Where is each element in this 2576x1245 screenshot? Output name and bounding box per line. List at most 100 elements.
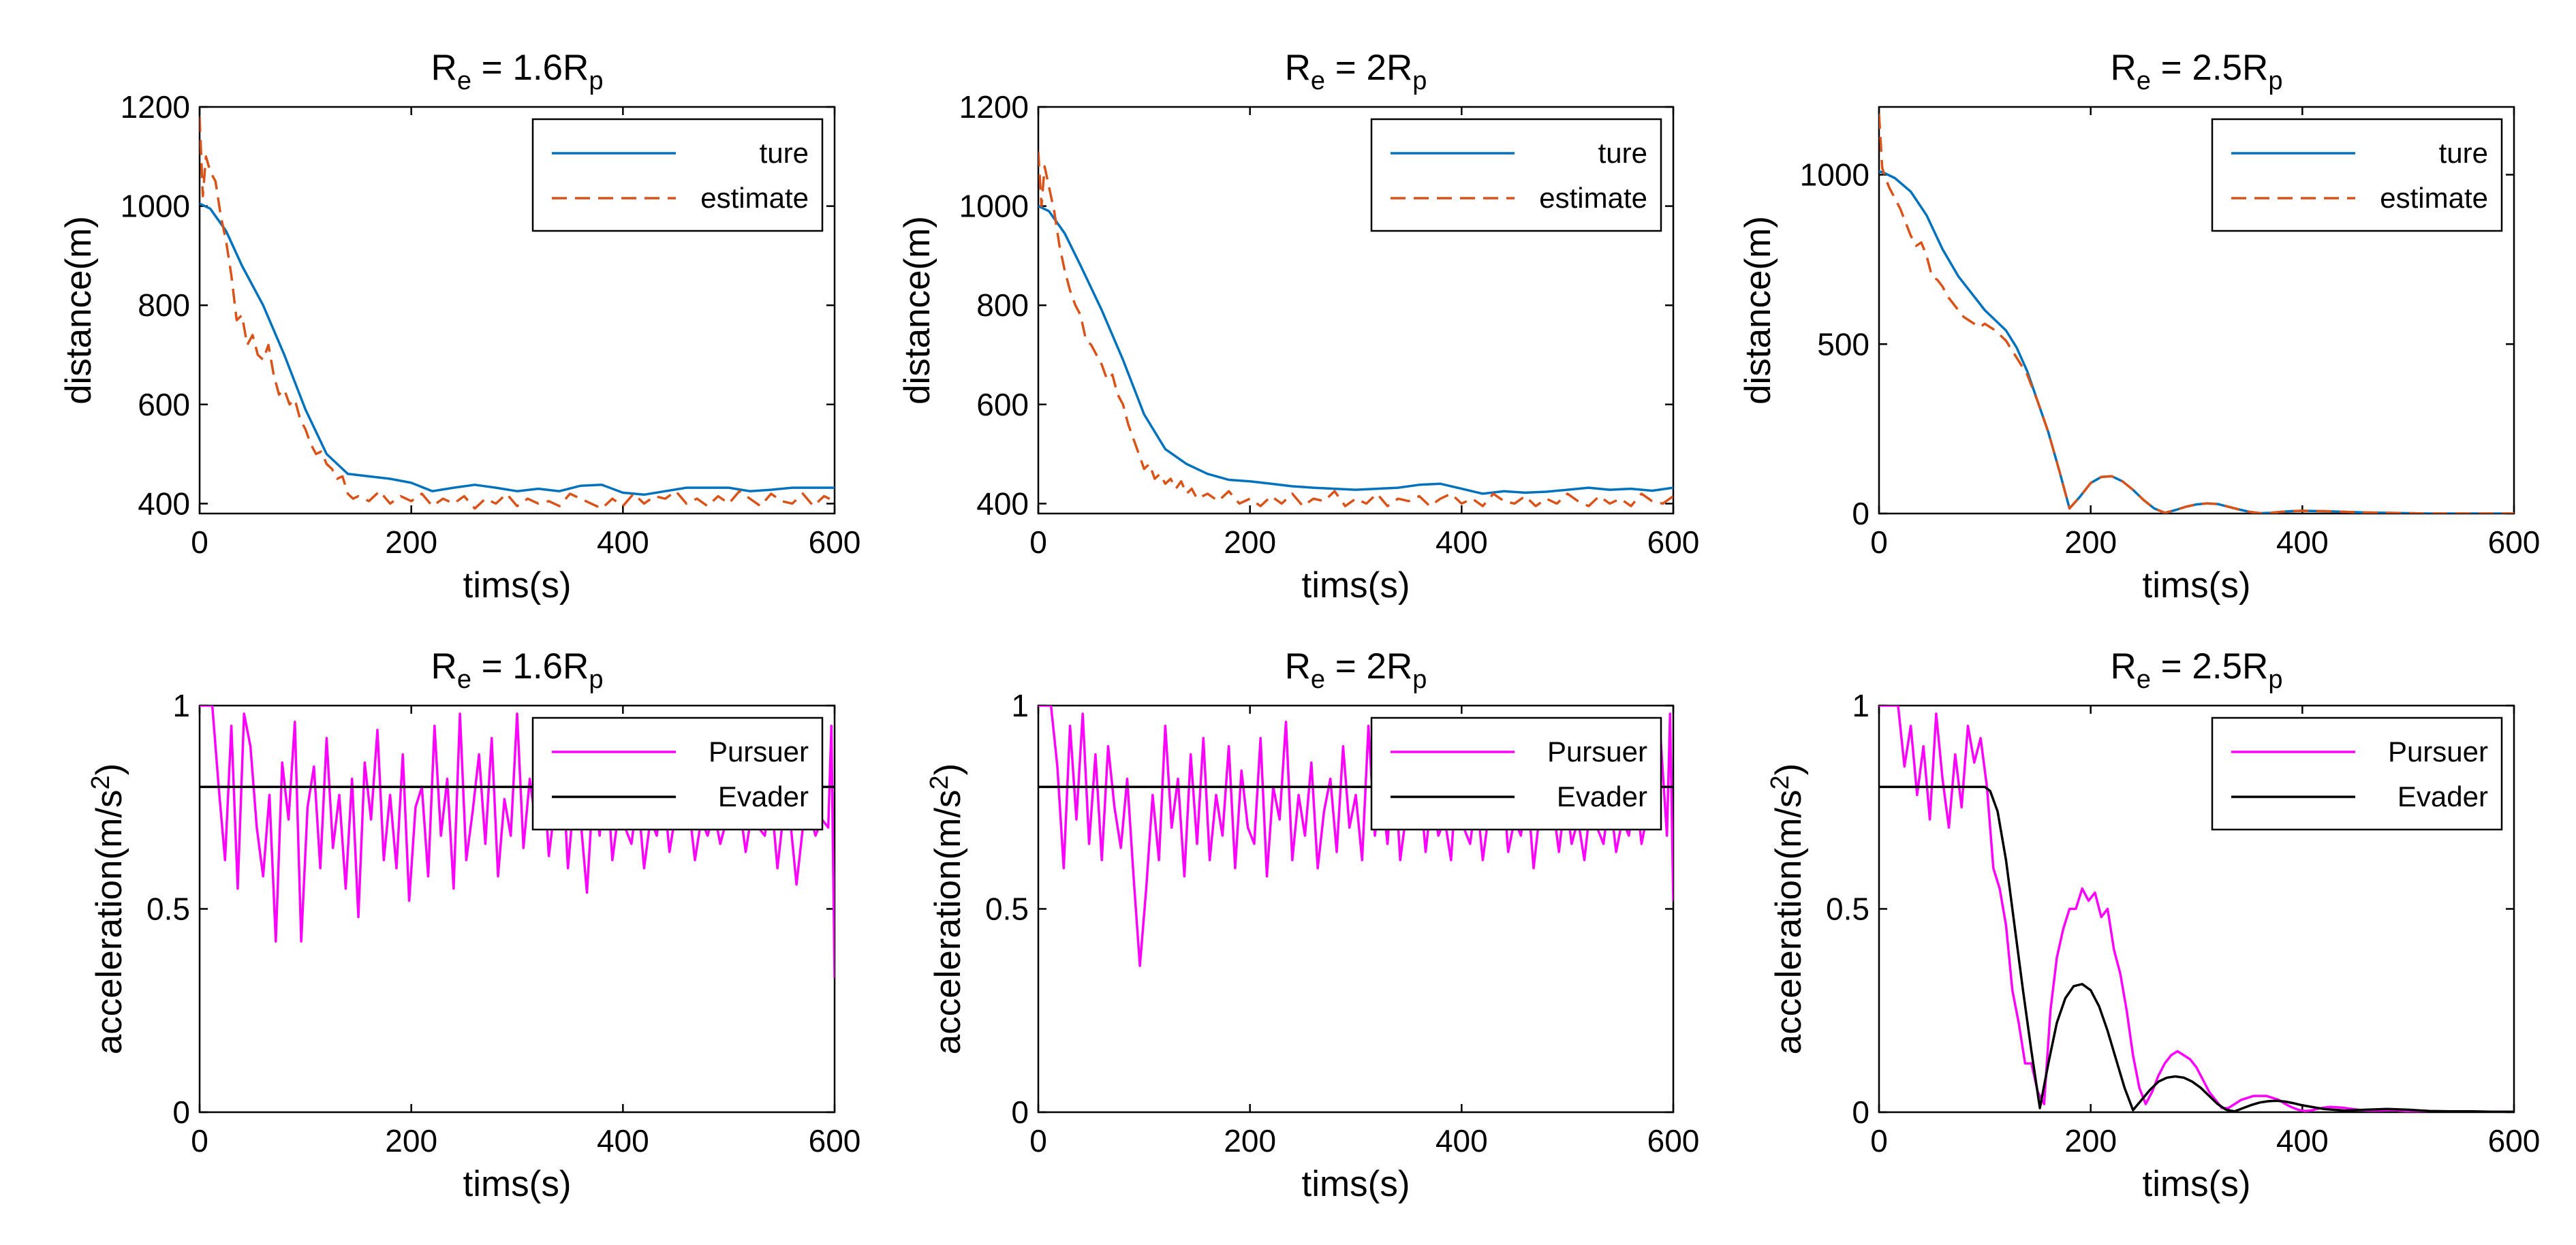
legend-label-evader: Evader — [1557, 781, 1647, 813]
y-axis-label: acceleration(m/s2) — [1766, 763, 1809, 1055]
y-tick-label: 1 — [1852, 688, 1869, 723]
x-tick-label: 200 — [2064, 1123, 2117, 1159]
chart-title: Re = 1.6Rp — [431, 646, 604, 694]
series-line-pursuer — [1038, 706, 1673, 967]
legend-box — [531, 118, 824, 232]
y-tick-label: 600 — [976, 387, 1029, 422]
series-line-ture — [1038, 205, 1673, 495]
x-tick-label: 600 — [2488, 1123, 2541, 1159]
legend: ture estimate — [2211, 118, 2503, 232]
x-tick-label: 600 — [809, 1123, 861, 1159]
x-tick-label: 400 — [597, 524, 649, 560]
legend-box — [2211, 118, 2503, 232]
series-line-evader — [1879, 785, 2514, 1112]
chart-title: Re = 2.5Rp — [2111, 646, 2283, 694]
chart-panel-bottom-left: 0 200 400 600 0 0.5 1 tims(s) acceleration(m/s2)… — [87, 646, 860, 1204]
x-tick-label: 400 — [597, 1123, 649, 1159]
y-axis-label: acceleration(m/s2) — [925, 763, 968, 1055]
legend-box — [531, 716, 824, 831]
y-tick-label: 1000 — [959, 189, 1029, 224]
x-tick-label: 0 — [191, 1123, 208, 1159]
legend: Pursuer Evader — [1370, 716, 1662, 831]
legend-label-estimate: estimate — [700, 182, 809, 214]
y-tick-label: 400 — [976, 486, 1029, 521]
x-tick-label: 400 — [1436, 1123, 1488, 1159]
x-tick-label: 600 — [1647, 524, 1700, 560]
series-group — [1879, 113, 2514, 514]
y-tick-label: 1 — [1011, 688, 1029, 723]
chart-title: Re = 2Rp — [1285, 48, 1427, 95]
legend-box — [2211, 716, 2503, 831]
y-tick-label: 1000 — [1800, 157, 1869, 193]
chart-panel-top-left: 0 200 400 600 400 600 800 1000 1200 tims(s) distan… — [59, 48, 860, 605]
legend-label-evader: Evader — [2397, 781, 2488, 813]
legend-label-ture: ture — [2439, 137, 2488, 169]
y-axis-label: distance(m) — [897, 216, 937, 405]
y-axis-label: distance(m) — [1738, 216, 1778, 405]
legend-label-estimate: estimate — [1539, 182, 1647, 214]
x-axis-label: tims(s) — [1302, 1164, 1410, 1204]
legend: Pursuer Evader — [2211, 716, 2503, 831]
series-line-estimate — [1038, 151, 1673, 507]
legend: ture estimate — [531, 118, 824, 232]
y-tick-label: 500 — [1817, 326, 1869, 362]
chart-panel-bottom-middle: 0 200 400 600 0 0.5 1 tims(s) acceleration(m/s2)… — [925, 646, 1699, 1204]
y-tick-label: 1000 — [121, 189, 190, 224]
chart-panel-top-right: 0 200 400 600 0 500 1000 tims(s) distance(m) Re =… — [1738, 48, 2540, 605]
x-tick-label: 0 — [1029, 1123, 1047, 1159]
x-axis-label: tims(s) — [1302, 565, 1410, 605]
y-tick-label: 0.5 — [146, 892, 190, 927]
x-tick-label: 400 — [2276, 1123, 2329, 1159]
legend: Pursuer Evader — [531, 716, 824, 831]
y-tick-label: 400 — [138, 486, 190, 521]
x-tick-label: 200 — [2064, 524, 2117, 560]
chart-title: Re = 2.5Rp — [2111, 48, 2283, 95]
x-tick-label: 200 — [1224, 1123, 1276, 1159]
series-group — [1879, 706, 2514, 1112]
y-tick-label: 800 — [138, 287, 190, 323]
chart-panel-top-middle: 0 200 400 600 400 600 800 1000 1200 tims(s) distan… — [897, 48, 1699, 605]
y-tick-label: 0 — [1852, 496, 1869, 531]
chart-panel-bottom-right: 0 200 400 600 0 0.5 1 tims(s) acceleration(m/s2)… — [1766, 646, 2540, 1204]
series-line-estimate — [200, 116, 835, 510]
x-tick-label: 400 — [1436, 524, 1488, 560]
y-axis-label: acceleration(m/s2) — [87, 763, 129, 1055]
series-line-pursuer — [1879, 706, 2514, 1112]
x-tick-label: 200 — [385, 524, 437, 560]
x-axis-label: tims(s) — [2143, 1164, 2251, 1204]
legend-label-evader: Evader — [718, 781, 809, 813]
legend-label-estimate: estimate — [2380, 182, 2488, 214]
x-tick-label: 0 — [1870, 1123, 1888, 1159]
x-axis-label: tims(s) — [2143, 565, 2251, 605]
legend-label-ture: ture — [1598, 137, 1647, 169]
x-tick-label: 400 — [2276, 524, 2329, 560]
x-tick-label: 0 — [1870, 524, 1888, 560]
x-tick-label: 600 — [1647, 1123, 1700, 1159]
y-tick-label: 1 — [172, 688, 190, 723]
y-tick-label: 1200 — [959, 89, 1029, 125]
y-tick-label: 600 — [138, 387, 190, 422]
series-group — [200, 116, 835, 510]
y-tick-label: 0 — [1011, 1094, 1029, 1130]
legend-label-pursuer: Pursuer — [709, 736, 809, 768]
legend-label-pursuer: Pursuer — [2388, 736, 2488, 768]
series-line-estimate — [1879, 113, 2514, 514]
series-group — [1038, 151, 1673, 507]
legend: ture estimate — [1370, 118, 1662, 232]
y-tick-label: 1200 — [121, 89, 190, 125]
chart-title: Re = 2Rp — [1285, 646, 1427, 694]
x-tick-label: 0 — [1029, 524, 1047, 560]
y-axis-label: distance(m) — [59, 216, 99, 405]
y-tick-label: 0 — [172, 1094, 190, 1130]
y-tick-label: 0 — [1852, 1094, 1869, 1130]
chart-title: Re = 1.6Rp — [431, 48, 604, 95]
y-tick-label: 800 — [976, 287, 1029, 323]
x-tick-label: 200 — [385, 1123, 437, 1159]
legend-label-pursuer: Pursuer — [1547, 736, 1647, 768]
series-line-ture — [200, 202, 835, 497]
legend-label-ture: ture — [760, 137, 809, 169]
x-tick-label: 0 — [191, 524, 208, 560]
y-tick-label: 0.5 — [985, 892, 1029, 927]
legend-box — [1370, 118, 1662, 232]
